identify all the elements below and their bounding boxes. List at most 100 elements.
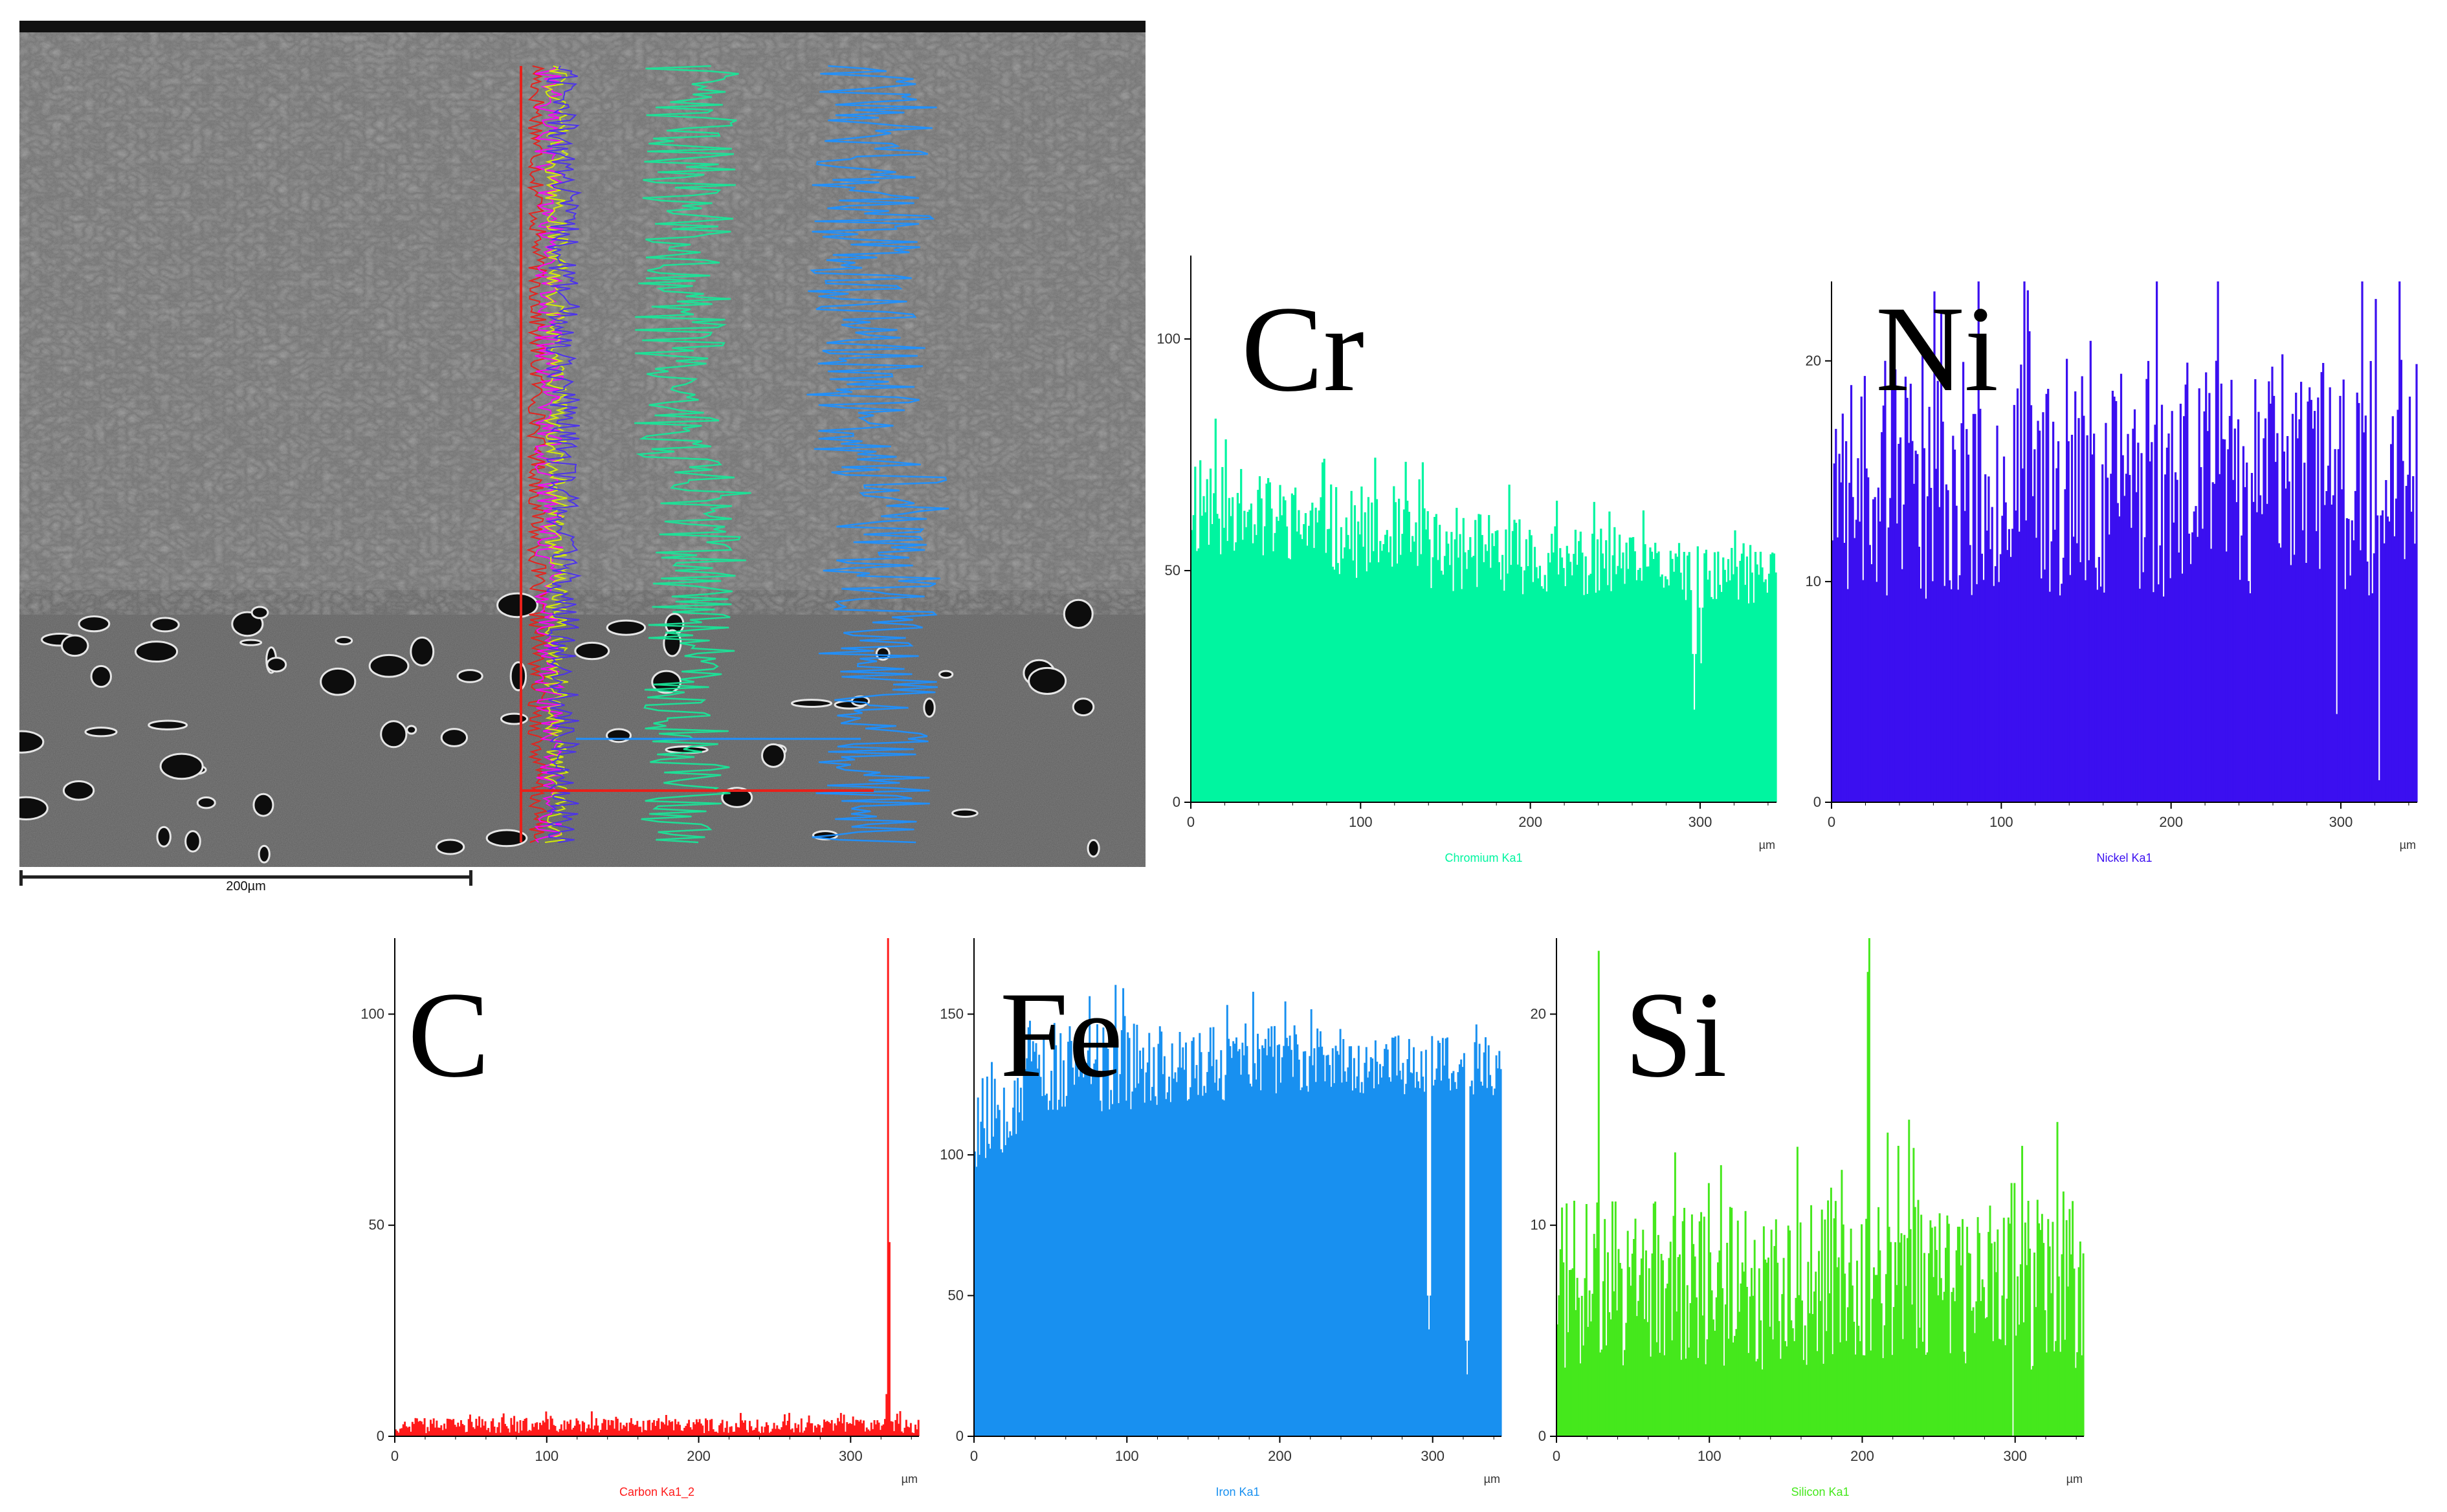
- fe-bar: [1441, 1038, 1444, 1436]
- cr-bar: [1226, 541, 1229, 802]
- cr-bar: [1483, 562, 1485, 802]
- c-bar: [686, 1423, 689, 1436]
- si-bar: [2013, 1183, 2016, 1436]
- fe-bar: [1270, 1026, 1273, 1436]
- ni-x-unit: µm: [2400, 838, 2416, 851]
- fe-bar: [1263, 1047, 1265, 1436]
- fe-bar: [1431, 1036, 1434, 1436]
- cr-bar: [1562, 567, 1565, 802]
- c-bar: [405, 1426, 408, 1436]
- cr-bar: [1432, 557, 1434, 802]
- c-bar: [867, 1429, 870, 1436]
- ni-bar: [2271, 366, 2274, 802]
- fe-bar: [1192, 1037, 1195, 1436]
- fe-bar: [1402, 1062, 1404, 1436]
- si-bar: [1579, 1363, 1582, 1436]
- c-bar: [415, 1418, 418, 1436]
- cr-bar: [1494, 531, 1497, 802]
- c-bar: [804, 1427, 807, 1436]
- ni-bar: [2174, 472, 2177, 802]
- si-bar: [1731, 1207, 1733, 1436]
- fe-bar: [1426, 1295, 1429, 1436]
- cr-bar: [1576, 564, 1578, 802]
- si-bar: [1947, 1223, 1950, 1436]
- c-bar: [834, 1423, 836, 1436]
- si-bar: [1862, 1355, 1865, 1436]
- ni-bar: [2079, 562, 2082, 802]
- si-bar: [1566, 1203, 1568, 1436]
- c-bar: [815, 1427, 818, 1436]
- ni-bar: [1870, 564, 1873, 802]
- c-bar: [799, 1432, 801, 1436]
- si-bar: [1604, 1219, 1606, 1436]
- sem-pore: [440, 728, 469, 747]
- c-bar: [507, 1428, 509, 1436]
- si-bar: [1980, 1300, 1982, 1436]
- cr-bar: [1425, 529, 1428, 802]
- ni-bar: [2062, 558, 2065, 802]
- c-bar: [422, 1424, 425, 1436]
- fe-x-tick-label: 100: [1115, 1448, 1139, 1464]
- ni-bar: [2291, 413, 2294, 802]
- c-bar: [725, 1421, 728, 1436]
- cr-bar: [1540, 586, 1543, 802]
- si-bar: [2050, 1293, 2052, 1436]
- fe-bar: [1220, 1050, 1223, 1436]
- si-bar: [1626, 1231, 1629, 1436]
- fe-bar: [1057, 1099, 1060, 1436]
- c-bar: [417, 1421, 420, 1436]
- cr-bar: [1191, 530, 1193, 802]
- si-bar: [1856, 1260, 1858, 1436]
- si-bar: [1585, 1204, 1588, 1436]
- c-bar: [457, 1422, 460, 1436]
- ni-bar: [1836, 537, 1839, 802]
- ni-bar: [2298, 419, 2301, 802]
- cr-bar: [1729, 580, 1731, 802]
- cr-bar: [1552, 552, 1555, 802]
- cr-bar: [1355, 578, 1358, 802]
- cr-bar: [1328, 529, 1331, 802]
- fe-bar: [1157, 1044, 1160, 1436]
- fe-bar: [1463, 1053, 1465, 1436]
- si-bar: [1954, 1301, 1956, 1436]
- cr-bar: [1723, 569, 1726, 802]
- si-bar: [2077, 1267, 2080, 1436]
- c-bar: [668, 1420, 670, 1436]
- fe-bar: [1175, 1082, 1178, 1436]
- c-bar: [887, 938, 889, 1436]
- fe-y-tick-label: 100: [940, 1146, 964, 1163]
- fe-bar: [1359, 1092, 1362, 1436]
- c-bar: [463, 1425, 465, 1436]
- c-bar: [557, 1432, 560, 1436]
- sem-pore: [78, 615, 111, 633]
- cr-bar: [1379, 541, 1382, 802]
- cr-bar: [1240, 468, 1243, 802]
- fe-bar: [1353, 1058, 1355, 1436]
- c-bar: [436, 1420, 438, 1436]
- ni-bar: [2096, 589, 2099, 802]
- c-bar: [709, 1419, 711, 1436]
- fe-bar: [1406, 1059, 1409, 1436]
- ni-bar: [2337, 449, 2340, 802]
- si-bar: [2053, 1351, 2055, 1436]
- ni-bar: [1885, 595, 1888, 802]
- si-bar: [2001, 1295, 2004, 1436]
- cr-bar: [1529, 529, 1531, 802]
- cr-bar: [1537, 578, 1540, 802]
- fe-bar: [1029, 1020, 1031, 1436]
- c-bar: [767, 1425, 770, 1436]
- si-bar: [1599, 1352, 1602, 1436]
- si-bars: [1556, 938, 2085, 1436]
- cr-bar: [1709, 571, 1711, 802]
- si-bar: [1714, 1330, 1716, 1436]
- cr-bar: [1627, 569, 1630, 802]
- ni-bar: [1947, 490, 1949, 802]
- ni-bar: [1976, 584, 1978, 802]
- ni-bar: [2047, 389, 2050, 802]
- si-bar: [1688, 1347, 1690, 1436]
- fe-bar: [1039, 1077, 1042, 1436]
- cr-bar: [1703, 553, 1706, 802]
- cr-bar: [1644, 544, 1646, 802]
- c-bar: [806, 1422, 809, 1436]
- cr-bar: [1632, 537, 1635, 802]
